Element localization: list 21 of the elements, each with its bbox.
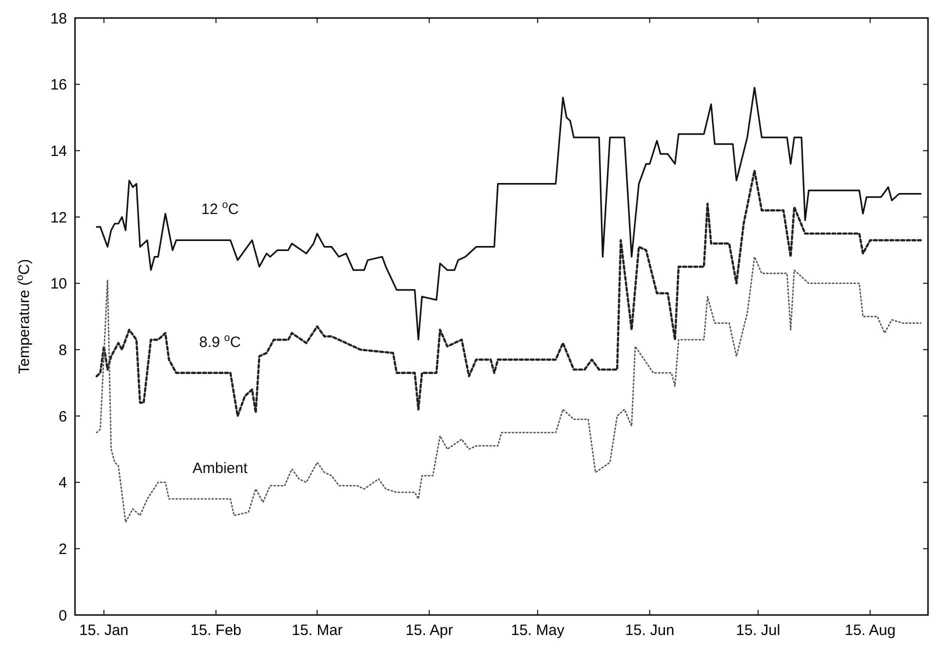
x-tick-label: 15. Mar	[292, 622, 343, 639]
y-tick-label: 18	[50, 10, 67, 28]
x-tick-label: 15. May	[510, 622, 565, 639]
y-tick-label: 8	[58, 342, 67, 359]
series-label: 12 $^{o}$C	[201, 199, 239, 218]
y-tick-label: 4	[58, 474, 67, 492]
y-tick-label: 14	[50, 142, 67, 160]
y-tick-label: 16	[50, 76, 67, 94]
y-tick-label: 12	[50, 209, 67, 226]
x-tick-label: 15. Feb	[190, 622, 242, 639]
y-tick-label: 0	[58, 607, 67, 624]
x-tick-label: 15. Jun	[625, 622, 674, 639]
x-tick-label: 15. Jan	[79, 622, 129, 639]
x-tick-label: 15. Aug	[844, 622, 896, 639]
y-tick-label: 10	[50, 276, 67, 293]
y-tick-label: 2	[58, 540, 67, 558]
series-label: Ambient	[192, 460, 248, 477]
y-tick-label: 6	[58, 408, 67, 426]
x-tick-label: 15. Apr	[405, 622, 453, 639]
x-tick-label: 15. Jul	[736, 622, 780, 639]
series-label: 8.9 $^{o}$C	[199, 332, 242, 351]
